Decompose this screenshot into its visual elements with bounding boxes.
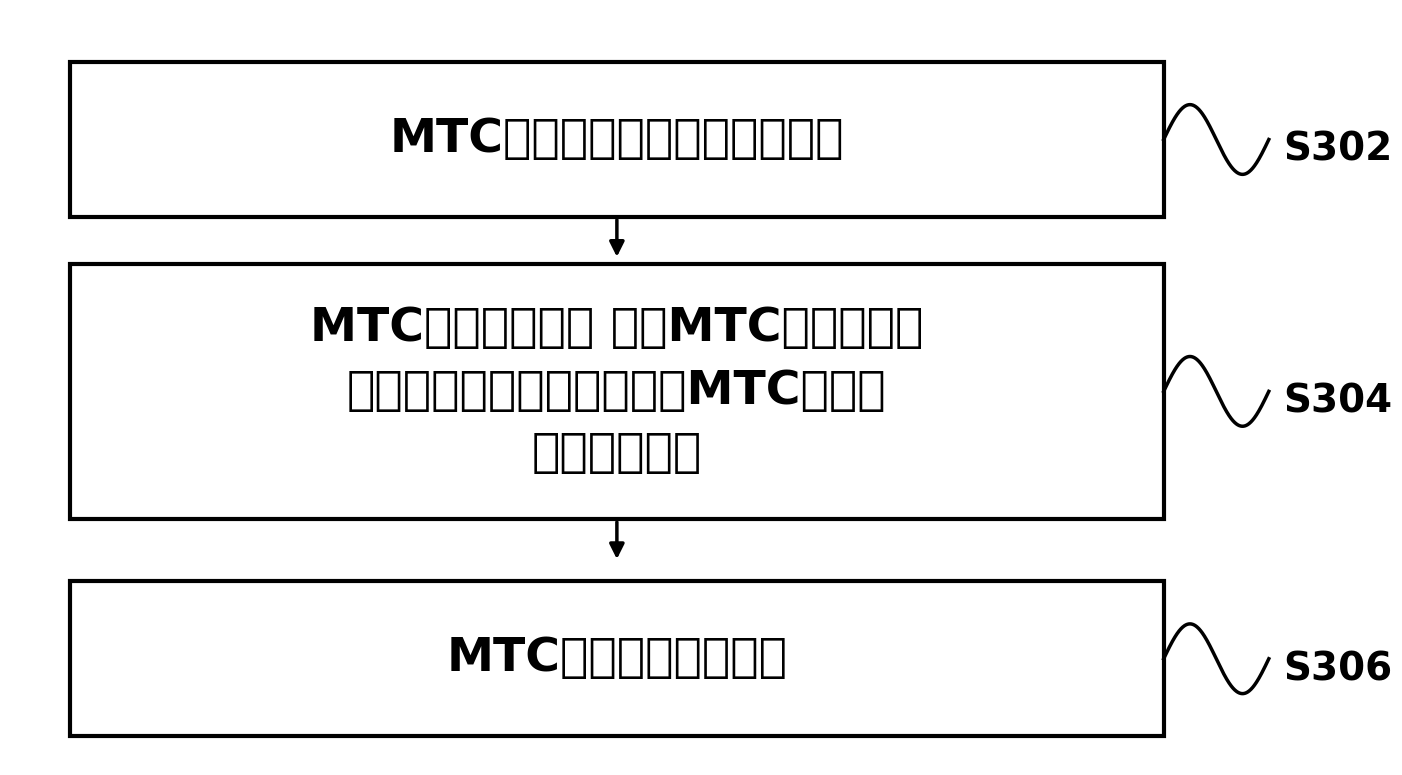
Text: MTC终端确定需要进入节电模式: MTC终端确定需要进入节电模式 <box>390 117 844 162</box>
Text: MTC终端进入节电模式: MTC终端进入节电模式 <box>446 636 788 681</box>
Text: S306: S306 <box>1283 650 1392 688</box>
Bar <box>70 62 1164 217</box>
Bar <box>70 581 1164 736</box>
Text: MTC终端通知网络 侧该MTC终端的节电
信息并请求网络侧释放与该MTC终端相
关的承载资源: MTC终端通知网络 侧该MTC终端的节电 信息并请求网络侧释放与该MTC终端相 … <box>310 306 924 477</box>
Bar <box>70 264 1164 519</box>
Text: S302: S302 <box>1283 131 1392 169</box>
Text: S304: S304 <box>1283 383 1392 421</box>
